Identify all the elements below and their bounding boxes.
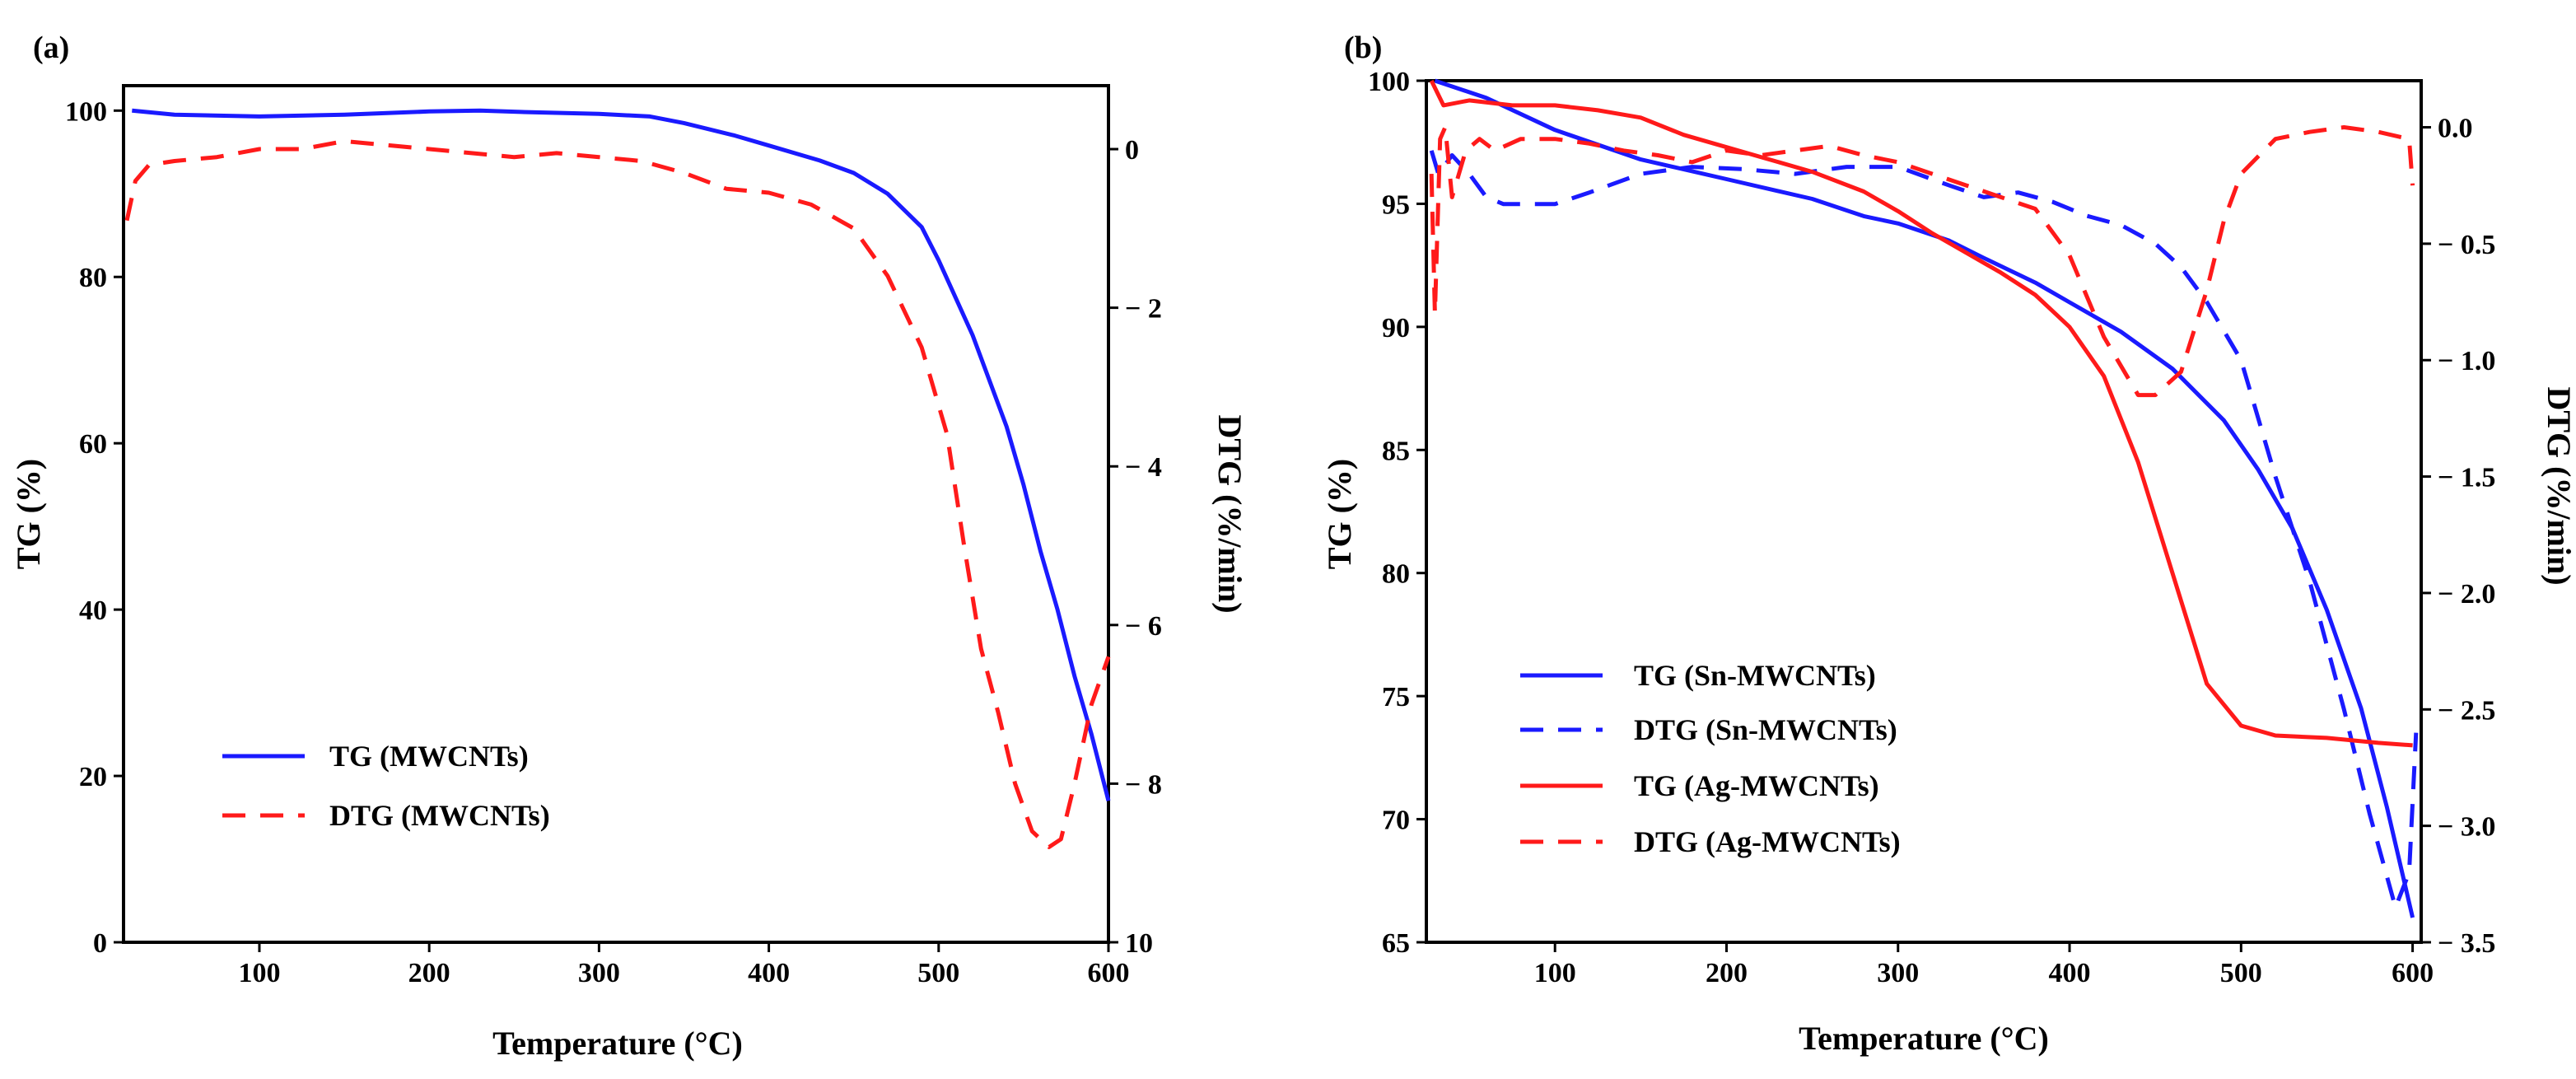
y-axis-left-a: 0 20 40 60 80 100 xyxy=(65,96,124,959)
series-line-tg-ag-mwcnts xyxy=(1429,79,2413,748)
y-tick-label: 100 xyxy=(1368,67,1410,97)
x-tick-label: 600 xyxy=(2392,958,2434,988)
x-axis-b: 100 200 300 400 500 600 xyxy=(1534,942,2434,988)
series-line-tg-mwcnts xyxy=(132,108,1111,801)
x-tick-label: 100 xyxy=(238,958,280,988)
y-axis-title-b: TG (%) xyxy=(1321,459,1358,569)
x-tick-label: 500 xyxy=(917,958,959,988)
y-tick-label: 85 xyxy=(1382,436,1410,466)
series-line-dtg-mwcnts xyxy=(124,138,1111,849)
y-tick-label: 65 xyxy=(1382,928,1410,959)
panel-b: (b) 100 200 300 400 500 600 65 70 75 80 85 90 95 100… xyxy=(1321,30,2576,1057)
y2-tick-label: − 0.5 xyxy=(2438,230,2495,260)
legend-a: TG (MWCNTs) DTG (MWCNTs) xyxy=(222,740,550,832)
legend-b: TG (Sn-MWCNTs) DTG (Sn-MWCNTs) TG (Ag-MW… xyxy=(1520,659,1901,858)
y-tick-label: 95 xyxy=(1382,189,1410,220)
x-tick-label: 300 xyxy=(1877,958,1919,988)
x-tick-label: 300 xyxy=(578,958,620,988)
legend-label-dtg-sn: DTG (Sn-MWCNTs) xyxy=(1634,713,1897,746)
y2-axis-title-b: DTG (%/min) xyxy=(2541,386,2576,585)
y-tick-label: 75 xyxy=(1382,682,1410,712)
y-tick-label: 80 xyxy=(1382,559,1410,590)
series-group-b xyxy=(1429,78,2419,918)
x-tick-label: 400 xyxy=(748,958,790,988)
y2-tick-label: − 2 xyxy=(1125,294,1162,325)
y-tick-label: 70 xyxy=(1382,806,1410,836)
y-axis-right-a: 0 − 2 − 4 − 6 − 8 10 xyxy=(1108,135,1162,959)
y2-tick-label: − 2.5 xyxy=(2438,695,2495,726)
y2-tick-label: − 1.5 xyxy=(2438,463,2495,493)
x-tick-label: 400 xyxy=(2049,958,2091,988)
x-axis-a: 100 200 300 400 500 600 xyxy=(238,942,1130,988)
y2-tick-label: − 3.0 xyxy=(2438,812,2495,843)
legend-label-tg-mwcnts: TG (MWCNTs) xyxy=(329,740,529,773)
y-tick-label: 20 xyxy=(79,762,107,792)
x-axis-title-b: Temperature (°C) xyxy=(1799,1020,2049,1057)
panel-label-b: (b) xyxy=(1344,30,1382,65)
series-line-dtg-ag-mwcnts xyxy=(1429,125,2415,398)
x-tick-label: 200 xyxy=(1706,958,1748,988)
x-axis-title-a: Temperature (°C) xyxy=(492,1025,743,1062)
legend-label-tg-sn: TG (Sn-MWCNTs) xyxy=(1634,659,1876,692)
plot-area-b xyxy=(1425,79,2423,944)
series-line-tg-sn-mwcnts xyxy=(1434,78,2415,918)
panel-a: (a) 100 200 300 400 500 600 0 20 40 60 80 100 0 − 2… xyxy=(10,30,1248,1062)
y2-tick-label: − 6 xyxy=(1125,611,1162,642)
y2-tick-label: − 8 xyxy=(1125,769,1162,800)
y-tick-label: 0 xyxy=(93,928,107,959)
x-tick-label: 100 xyxy=(1534,958,1576,988)
legend-label-tg-ag: TG (Ag-MWCNTs) xyxy=(1634,769,1879,802)
panel-label-a: (a) xyxy=(33,30,69,65)
x-tick-label: 600 xyxy=(1088,958,1130,988)
y2-tick-label: 0.0 xyxy=(2438,114,2473,144)
plot-area-a xyxy=(122,84,1110,944)
y2-tick-label: − 3.5 xyxy=(2438,928,2495,959)
y-axis-left-b: 65 70 75 80 85 90 95 100 xyxy=(1368,67,1426,959)
y-tick-label: 60 xyxy=(79,429,107,460)
y2-axis-title-a: DTG (%/min) xyxy=(1211,414,1248,613)
legend-label-dtg-mwcnts: DTG (MWCNTs) xyxy=(329,799,550,832)
y-tick-label: 90 xyxy=(1382,313,1410,343)
y2-tick-label: − 2.0 xyxy=(2438,579,2495,610)
x-tick-label: 500 xyxy=(2220,958,2262,988)
legend-label-dtg-ag: DTG (Ag-MWCNTs) xyxy=(1634,825,1901,858)
y2-tick-label: − 4 xyxy=(1125,452,1162,483)
y-tick-label: 100 xyxy=(65,96,107,127)
y-tick-label: 80 xyxy=(79,263,107,293)
y2-tick-label: 0 xyxy=(1125,135,1139,166)
series-line-dtg-sn-mwcnts xyxy=(1429,150,2419,910)
series-group-a xyxy=(124,108,1111,849)
y-axis-right-b: 0.0 − 0.5 − 1.0 − 1.5 − 2.0 − 2.5 − 3.0 − 3.5 xyxy=(2421,114,2495,959)
y2-tick-label: 10 xyxy=(1125,928,1153,959)
y2-tick-label: − 1.0 xyxy=(2438,346,2495,376)
y-tick-label: 40 xyxy=(79,596,107,626)
y-axis-title-a: TG (%) xyxy=(10,459,47,569)
x-tick-label: 200 xyxy=(408,958,450,988)
